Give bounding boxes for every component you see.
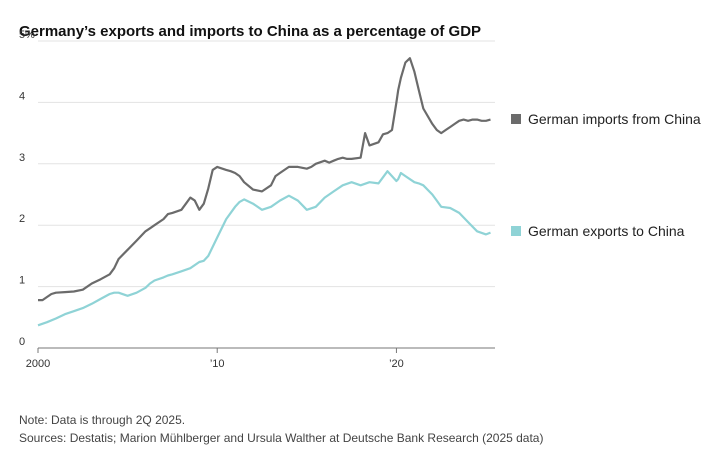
legend-label-imports: German imports from China (528, 111, 701, 127)
gridlines (38, 40, 495, 349)
chart-note: Note: Data is through 2Q 2025. (19, 413, 185, 427)
x-tick-labels: 2000 ’10 ’20 (26, 348, 404, 370)
legend-label-exports: German exports to China (528, 223, 685, 239)
series-lines (37, 57, 491, 327)
series-line-exports (37, 170, 491, 327)
y-tick-label: 0 (19, 336, 25, 348)
x-tick-label: 2000 (26, 358, 50, 370)
y-tick-label: 3 (19, 152, 25, 164)
legend-swatch-exports (511, 226, 521, 236)
x-tick-label: ’20 (389, 358, 404, 370)
y-tick-labels: 0 1 2 3 4 5% (19, 29, 35, 348)
y-tick-label: 2 (19, 213, 25, 225)
chart-title: Germany’s exports and imports to China a… (19, 23, 481, 40)
x-tick-label: ’10 (210, 358, 225, 370)
y-tick-label: 4 (19, 90, 25, 102)
chart-sources: Sources: Destatis; Marion Mühlberger and… (19, 431, 543, 445)
y-tick-label: 1 (19, 275, 25, 287)
legend: German imports from China German exports… (511, 111, 701, 239)
y-tick-label: 5% (19, 29, 35, 41)
series-line-imports (38, 57, 491, 302)
legend-swatch-imports (511, 114, 521, 124)
